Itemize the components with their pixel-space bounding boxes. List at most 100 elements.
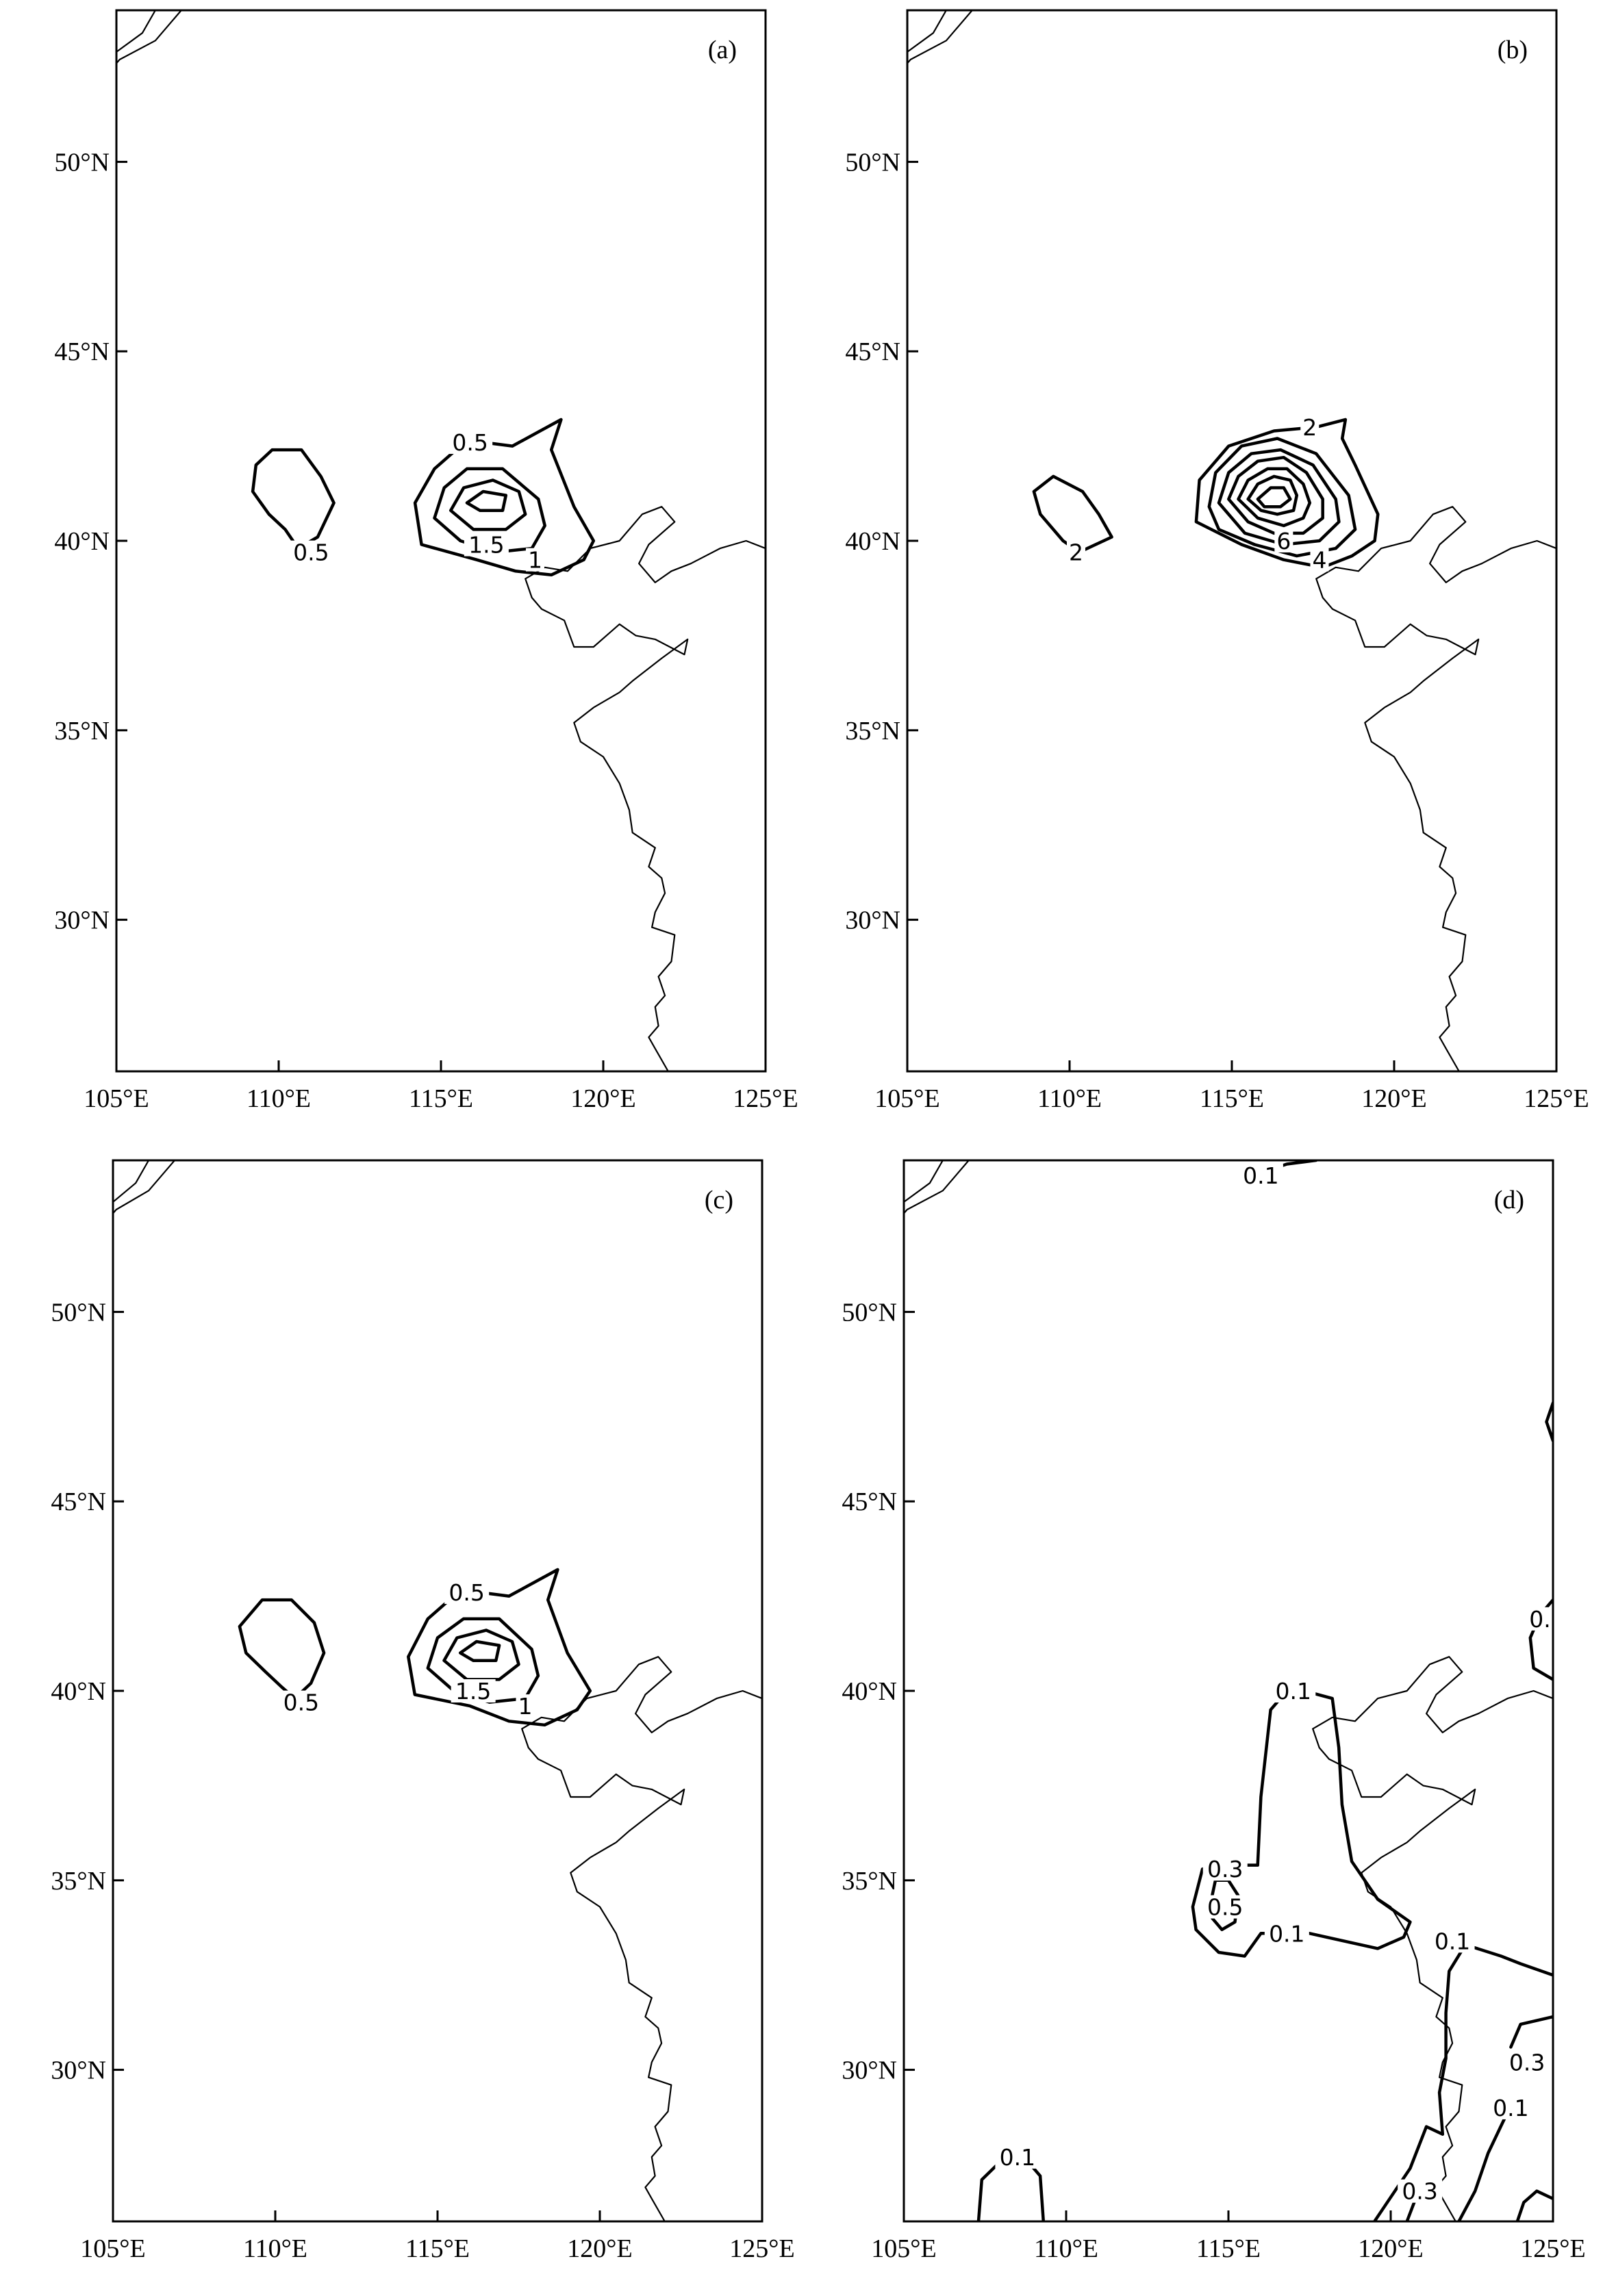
contour-label: 4 <box>1312 547 1326 574</box>
latitude-tick-label: 50°N <box>842 1298 897 1327</box>
longitude-tick-label: 125°E <box>729 2234 794 2263</box>
latitude-tick-label: 35°N <box>51 1867 106 1896</box>
latitude-tick-label: 30°N <box>842 2056 897 2085</box>
contour-label-background <box>516 1694 535 1718</box>
longitude-tick-label: 105°E <box>80 2234 145 2263</box>
map-panel-a: 0.5 0.5 1.5 1 (a) 105°E 110°E 115°E 120°E 125°E 50… <box>54 9 798 1113</box>
contour-label-background <box>1202 1857 1248 1881</box>
latitude-tick-label: 35°N <box>54 717 110 745</box>
panel-label: (c) <box>705 1186 733 1214</box>
latitude-tick-label: 40°N <box>845 527 900 556</box>
coastline <box>1312 1656 1553 2221</box>
contour-line <box>1373 1943 1553 2221</box>
contour-label: 0.1 <box>1243 1162 1278 1189</box>
contour-label: 1 <box>528 547 542 574</box>
contour-label-background <box>1264 1922 1309 1946</box>
contour-label: 6 <box>1276 528 1291 554</box>
map-content: 0.1 0.1 0.3 0.5 0.1 0.1 0.1 0.3 0.1 0.3 0. <box>904 1160 1553 2221</box>
latitude-tick-label: 45°N <box>54 337 110 366</box>
contour-label-background <box>288 540 333 564</box>
map-frame <box>902 1159 1554 2223</box>
contour-label: 0.5 <box>449 1579 484 1606</box>
coastline <box>1315 506 1556 1071</box>
map-frame <box>112 1159 763 2223</box>
map-panel-b: 2 2 64 (b) 105°E 110°E 115°E 120°E 125°E 50°N 45°N… <box>845 9 1589 1113</box>
contour-label-background <box>1300 415 1320 439</box>
contour-label-background <box>995 2145 1040 2169</box>
contour-label-background <box>1066 540 1085 564</box>
coastline-northwest <box>904 1160 970 1214</box>
contour-label: 0.5 <box>1207 1894 1243 1921</box>
longitude-tick-label: 115°E <box>405 2234 470 2263</box>
contour-label: 0.5 <box>293 539 329 566</box>
latitude-tick-label: 45°N <box>845 337 900 366</box>
latitude-tick-label: 50°N <box>845 148 900 177</box>
latitude-tick-label: 35°N <box>842 1867 897 1896</box>
latitude-tick-label: 45°N <box>51 1488 106 1516</box>
longitude-tick-label: 105°E <box>874 1084 939 1113</box>
latitude-tick-label: 30°N <box>54 906 110 935</box>
panel-label: (d) <box>1494 1186 1524 1214</box>
latitude-tick-label: 50°N <box>51 1298 106 1327</box>
contour-label: 0. <box>1529 1606 1551 1633</box>
contour-line <box>251 448 336 550</box>
map-panel-d: 0.1 0.1 0.3 0.5 0.1 0.1 0.1 0.3 0.1 0.3 0. (d) 105°E… <box>842 1159 1586 2263</box>
latitude-tick-label: 40°N <box>54 527 110 556</box>
contour-label: 1.5 <box>468 532 504 559</box>
contour-line <box>1207 437 1357 558</box>
coastline-northwest <box>113 1160 176 1214</box>
contour-label: 0.1 <box>1493 2095 1528 2121</box>
contour-label-background <box>279 1690 324 1714</box>
contour-label: 0.5 <box>452 429 488 456</box>
contour-line <box>1191 1685 1412 1958</box>
contour-label-background <box>1524 1607 1553 1631</box>
latitude-tick-label: 50°N <box>54 148 110 177</box>
contour-label-background <box>1488 2095 1533 2119</box>
latitude-tick-label: 40°N <box>51 1677 106 1706</box>
contour-line <box>442 1629 520 1681</box>
longitude-tick-label: 115°E <box>1196 2234 1261 2263</box>
longitude-tick-label: 120°E <box>1361 1084 1426 1113</box>
contour-line <box>1032 474 1113 554</box>
map-content: 0.5 0.5 1.5 1 <box>116 10 766 1071</box>
contour-label-background <box>448 431 493 455</box>
contour-line <box>1217 448 1341 546</box>
map-frame <box>115 9 767 1073</box>
latitude-tick-label: 40°N <box>842 1677 897 1706</box>
longitude-tick-label: 105°E <box>84 1084 149 1113</box>
panel-label: (a) <box>708 36 737 64</box>
contour-label-background <box>451 1679 496 1702</box>
contour-line <box>465 489 508 512</box>
longitude-tick-label: 125°E <box>733 1084 798 1113</box>
coastline <box>521 1656 762 2221</box>
contour-label: 2 <box>1302 414 1317 441</box>
contour-label: 0.1 <box>1435 1928 1470 1954</box>
longitude-tick-label: 105°E <box>871 2234 936 2263</box>
contour-label-background <box>1202 1895 1248 1919</box>
latitude-tick-label: 35°N <box>845 717 900 745</box>
contour-label-background <box>1430 1929 1475 1953</box>
contour-label: 1 <box>518 1693 532 1720</box>
contour-label: 0.1 <box>1000 2144 1035 2171</box>
longitude-tick-label: 110°E <box>1034 2234 1098 2263</box>
coastline-northwest <box>907 10 973 64</box>
map-content: 0.5 0.5 1.5 1 <box>113 1160 762 2221</box>
latitude-tick-label: 30°N <box>845 906 900 935</box>
contour-line <box>1237 467 1312 528</box>
longitude-tick-label: 120°E <box>567 2234 632 2263</box>
longitude-tick-label: 110°E <box>1037 1084 1102 1113</box>
contour-label-background <box>1274 529 1293 552</box>
contour-label-background <box>1271 1679 1316 1702</box>
contour-line <box>1515 2189 1553 2221</box>
contour-label: 0.1 <box>1276 1678 1311 1705</box>
coastline-northwest <box>116 10 156 53</box>
latitude-tick-label: 45°N <box>842 1488 897 1516</box>
contour-label: 0.3 <box>1509 2050 1545 2076</box>
longitude-tick-label: 125°E <box>1520 2234 1585 2263</box>
contour-label-background <box>1504 2050 1550 2074</box>
map-panel-c: 0.5 0.5 1.5 1 (c) 105°E 110°E 115°E 120°E 125°E 50… <box>51 1159 795 2263</box>
contour-label-background <box>464 533 509 557</box>
coastline-northwest <box>116 10 182 64</box>
longitude-tick-label: 115°E <box>1200 1084 1264 1113</box>
